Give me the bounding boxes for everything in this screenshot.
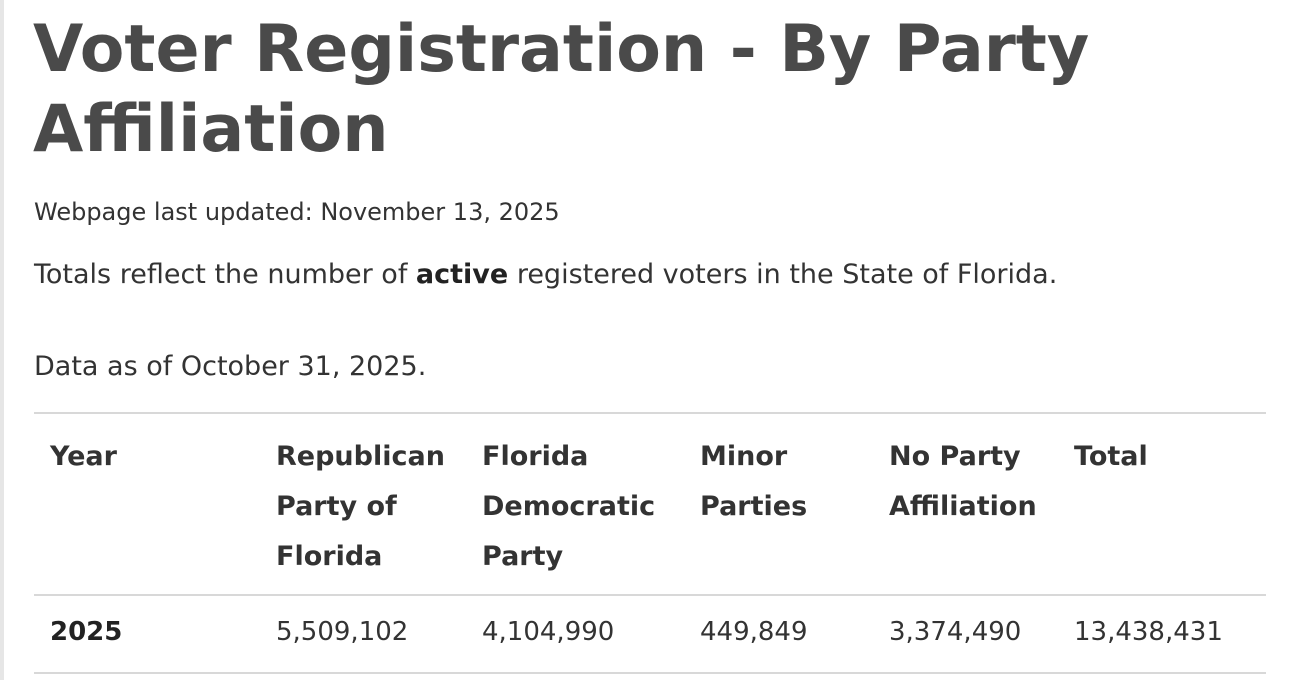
header-republican: Republican Party of Florida <box>276 441 445 572</box>
cell-total: 13,438,431 <box>1074 617 1223 647</box>
header-year: Year <box>50 441 117 472</box>
cell-democratic: 4,104,990 <box>482 617 615 647</box>
page-title: Voter Registration - By Party Affiliatio… <box>33 12 1090 167</box>
table-row: 2025 5,509,102 4,104,990 449,849 3,374,4… <box>34 595 1266 673</box>
header-total: Total <box>1074 441 1148 472</box>
header-no-party-affiliation: No Party Affiliation <box>889 441 1037 522</box>
header-minor-parties: Minor Parties <box>700 441 808 522</box>
page-left-border <box>0 0 4 680</box>
cell-no-party-affiliation: 3,374,490 <box>889 617 1022 647</box>
table-header-row: Year Republican Party of Florida Florida… <box>34 413 1266 595</box>
cell-republican: 5,509,102 <box>276 617 409 647</box>
header-democratic: Florida Democratic Party <box>482 441 656 572</box>
data-as-of-text: Data as of October 31, 2025. <box>34 351 427 382</box>
voter-registration-table: Year Republican Party of Florida Florida… <box>34 412 1266 674</box>
totals-note-prefix: Totals reflect the number of <box>34 259 416 290</box>
cell-minor-parties: 449,849 <box>700 617 808 647</box>
totals-note-suffix: registered voters in the State of Florid… <box>508 259 1058 290</box>
totals-note-emphasis: active <box>415 259 509 290</box>
cell-year: 2025 <box>50 617 123 647</box>
last-updated-text: Webpage last updated: November 13, 2025 <box>34 198 560 226</box>
totals-note: Totals reflect the number of active regi… <box>34 257 1057 293</box>
